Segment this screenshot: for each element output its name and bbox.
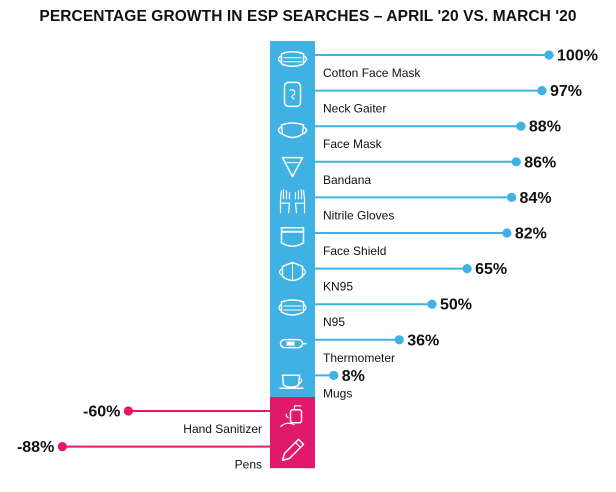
data-label: 84% [520,190,552,207]
category-label: Thermometer [323,351,395,365]
category-label: Face Mask [323,137,383,151]
bar-row: 86% Bandana [281,154,556,187]
data-label: 97% [550,83,582,100]
category-label: Hand Sanitizer [183,422,262,436]
chart-title: PERCENTAGE GROWTH IN ESP SEARCHES – APRI… [39,8,577,25]
bar-row: 100% Cotton Face Mask [277,48,598,80]
bar-end-dot [537,86,547,96]
category-label: Face Shield [323,244,386,258]
bar-end-dot [462,264,472,274]
mug-icon [279,374,304,389]
category-label: Pens [235,458,262,472]
bar-row: 97% Neck Gaiter [283,81,582,116]
category-label: Neck Gaiter [323,102,386,116]
bar-end-dot [394,335,404,345]
data-label: 100% [557,48,598,65]
data-label: -88% [17,439,54,456]
category-label: Mugs [323,386,352,400]
bar-row: 36% Thermometer [279,332,439,365]
bar-end-dot [57,442,67,452]
pen-icon [281,438,305,462]
face-shield-icon [280,227,305,248]
category-label: N95 [323,315,345,329]
face-mask-icon [277,122,308,139]
bar-row: 88% Face Mask [277,119,561,151]
bar-row: -60% Hand Sanitizer [83,404,303,436]
bar-row: -88% Pens [17,438,305,472]
bar-end-dot [511,157,521,167]
bar-row: 84% Nitrile Gloves [279,189,552,222]
hand-sanitizer-icon [280,405,303,428]
category-label: Nitrile Gloves [323,208,394,222]
data-label: -60% [83,404,120,421]
bar-end-dot [329,370,339,380]
category-label: Cotton Face Mask [323,66,421,80]
icon-column-negative [270,397,315,469]
data-label: 36% [407,332,439,349]
data-label: 88% [529,119,561,136]
category-label: Bandana [323,173,371,187]
data-label: 65% [475,261,507,278]
bar-row: 82% Face Shield [280,226,547,258]
bar-row: 65% KN95 [278,261,507,294]
bar-end-dot [427,299,437,309]
bandana-icon [281,156,304,178]
nitrile-gloves-icon [279,189,306,214]
kn95-icon [278,261,307,282]
bar-row: 8%Mugs [279,368,365,400]
data-label: 86% [524,154,556,171]
bar-end-dot [506,192,517,202]
data-label: 8% [342,368,365,385]
bar-end-dot [516,121,526,131]
bar-row: 50% N95 [278,297,472,329]
category-label: KN95 [323,280,353,294]
bar-end-dot [502,228,512,238]
thermometer-icon [279,338,307,349]
neck-gaiter-icon [283,81,302,108]
bar-end-dot [123,406,133,416]
n95-icon [278,299,307,316]
data-label: 82% [515,226,547,243]
data-label: 50% [440,297,472,314]
icon-column-positive [270,41,315,397]
cotton-face-mask-icon [277,51,308,68]
bar-end-dot [544,50,554,60]
